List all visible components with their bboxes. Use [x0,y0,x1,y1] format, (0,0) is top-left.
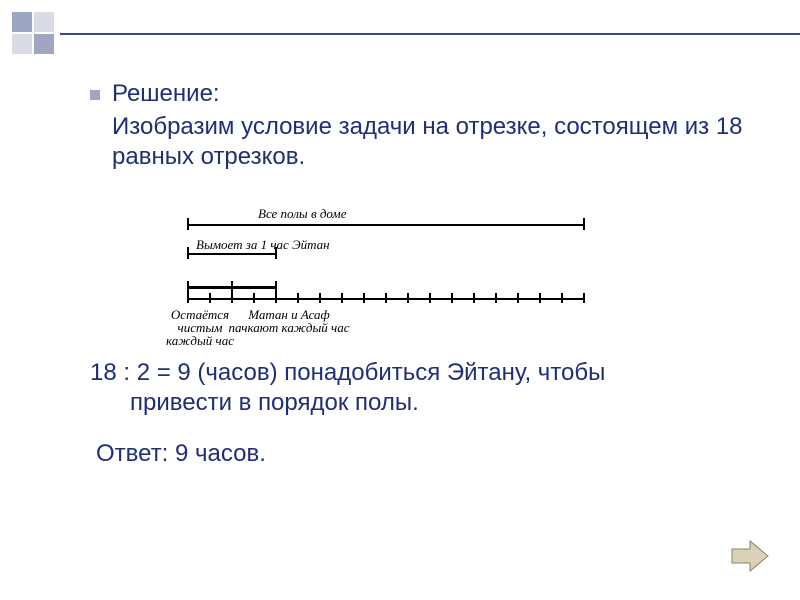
axis-tick [429,293,431,303]
segment-diagram: Все полы в домеВымоет за 1 час ЭйтанОста… [160,198,590,348]
axis-tick [583,293,585,303]
arrow-right-icon [730,537,770,575]
axis-tick [561,293,563,303]
square-icon [34,12,54,32]
axis-tick [297,293,299,303]
slide-content: Решение: Изобразим условие задачи на отр… [90,80,760,468]
axis-tick [539,293,541,303]
bar-dirty-cap [275,281,277,294]
axis-tick [385,293,387,303]
bar-all-cap [187,218,189,230]
header-rule [60,33,800,35]
square-icon [12,34,32,54]
bar-clean [188,286,232,289]
corner-squares [12,12,54,54]
bar-hour-cap [187,247,189,259]
calc-line-2: привести в порядок полы. [130,389,419,416]
square-icon [12,12,32,32]
bar-hour [188,253,276,255]
axis-tick [187,293,189,303]
bar-all-cap [583,218,585,230]
axis-tick [473,293,475,303]
axis-tick [275,293,277,303]
axis-tick [341,293,343,303]
axis-tick [407,293,409,303]
bar-clean-cap [187,281,189,294]
axis-tick [517,293,519,303]
label-hour: Вымоет за 1 час Эйтан [196,237,330,253]
label-clean-3: каждый час [160,334,240,348]
heading-row: Решение: [90,80,760,108]
answer-text: Ответ: 9 часов. [96,440,760,468]
bar-dirty [232,286,276,289]
axis-tick [495,293,497,303]
axis-tick [451,293,453,303]
heading-text: Решение: [112,80,220,108]
axis-tick [209,293,211,303]
axis-tick [231,293,233,303]
label-all: Все полы в доме [258,206,347,222]
axis-tick [253,293,255,303]
next-slide-button[interactable] [730,537,770,575]
label-dirty-2: пачкают каждый час [224,321,354,335]
axis-tick [363,293,365,303]
axis-tick [319,293,321,303]
calc-line-1: 18 : 2 = 9 (часов) понадобиться Эйтану, … [90,359,605,386]
bar-all [188,224,584,226]
bullet-icon [90,90,100,100]
calculation-text: 18 : 2 = 9 (часов) понадобиться Эйтану, … [90,358,760,418]
intro-paragraph: Изобразим условие задачи на отрезке, сос… [112,112,760,172]
square-icon [34,34,54,54]
